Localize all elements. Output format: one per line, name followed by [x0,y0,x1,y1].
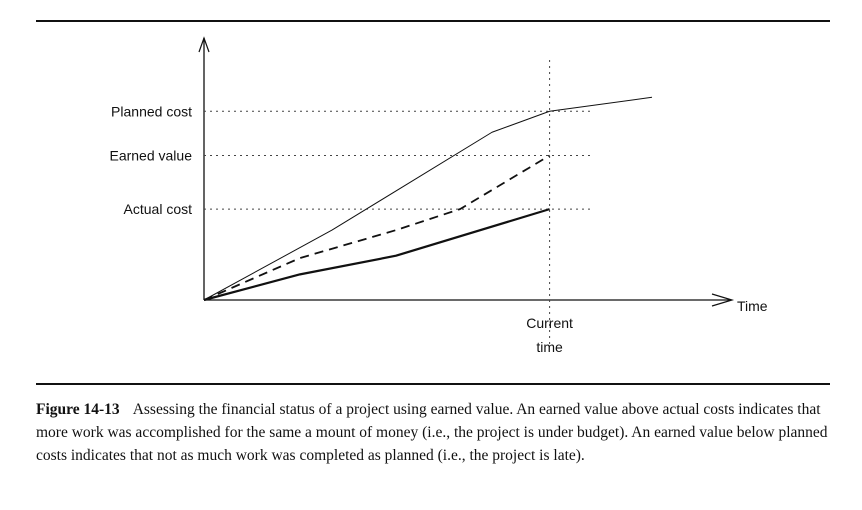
top-rule [36,20,830,22]
label-actual-cost: Actual cost [124,201,193,217]
earned-value-chart: Planned cost Earned value Actual cost Ti… [109,36,768,355]
x-axis-arrow [711,293,735,307]
series-line-earned-value [203,154,551,301]
figure-label: Figure 14-13 [36,401,120,418]
current-time-label-line1: Current [526,315,573,331]
series-lines [203,96,653,302]
reference-lines [204,60,590,345]
label-earned-value: Earned value [109,148,192,164]
current-time-label-line2: time [536,339,563,355]
x-axis-label: Time [737,298,768,314]
label-planned-cost: Planned cost [111,103,192,119]
axes [198,36,735,307]
series-line-planned-cost [203,96,653,301]
series-line-actual-cost [203,208,550,302]
labels: Planned cost Earned value Actual cost Ti… [109,103,767,355]
y-axis-arrow [198,36,210,53]
caption-text: Assessing the financial status of a proj… [36,401,828,464]
figure-caption: Figure 14-13 Assessing the financial sta… [36,398,832,467]
bottom-rule [36,383,830,385]
